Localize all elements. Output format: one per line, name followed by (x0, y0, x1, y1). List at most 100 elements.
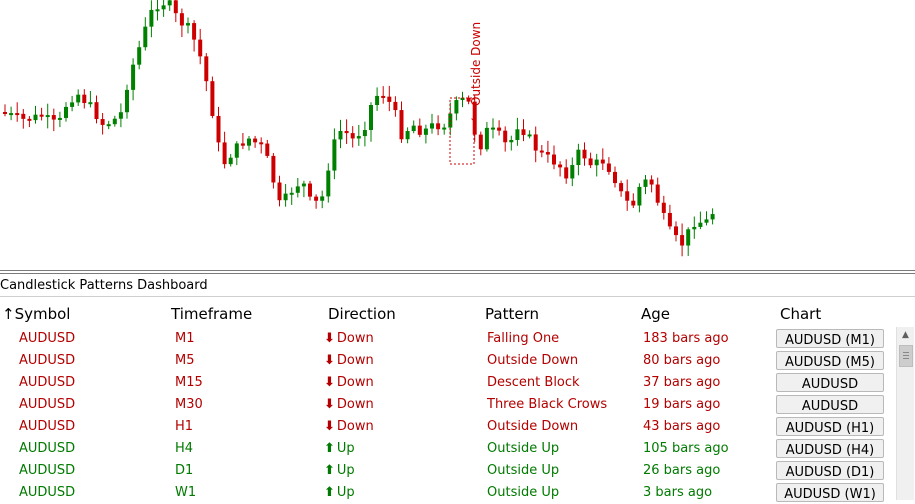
candle-body (137, 47, 142, 65)
candle-body (417, 125, 422, 135)
open-chart-button[interactable]: AUDUSD (W1) (776, 483, 884, 502)
scroll-thumb[interactable] (899, 345, 913, 367)
up-arrow-icon: ⬆ (324, 463, 335, 478)
candle-body (344, 130, 349, 134)
table-row[interactable]: AUDUSD M1 ⬇ Down Falling One 183 bars ago AUDU… (0, 328, 900, 350)
candle-body (125, 89, 129, 113)
column-header-pattern[interactable]: Pattern (485, 305, 539, 323)
timeframe-cell: W1 (175, 485, 197, 500)
candle-body (186, 23, 190, 26)
up-arrow-icon: ⬆ (324, 441, 335, 456)
symbol-cell: AUDUSD (19, 375, 76, 390)
candle-body (625, 191, 630, 201)
candle-body (527, 134, 532, 137)
table-row[interactable]: AUDUSD H1 ⬇ Down Outside Down 43 bars ago AUDU… (0, 416, 900, 438)
pattern-cell: Outside Up (487, 441, 560, 456)
candle-body (423, 128, 428, 135)
symbol-cell: AUDUSD (19, 463, 76, 478)
up-arrow-icon: ⬆ (324, 485, 335, 500)
direction-cell: ⬆ Up (324, 463, 355, 478)
grip-line (903, 355, 909, 356)
column-header-symbol-label: Symbol (14, 305, 71, 323)
column-header-chart[interactable]: Chart (780, 305, 822, 323)
candle-body (411, 125, 416, 132)
direction-cell: ⬇ Down (324, 397, 374, 412)
candle-body (259, 142, 264, 145)
pattern-cell: Descent Block (487, 375, 580, 390)
candle-body (204, 56, 209, 82)
candle-body (253, 138, 258, 143)
candle-body (704, 219, 709, 223)
down-arrow-icon: ⬇ (324, 353, 335, 368)
pattern-cell: Outside Down (487, 419, 579, 434)
open-chart-button[interactable]: AUDUSD (D1) (776, 461, 884, 480)
candle-body (332, 139, 337, 171)
candle-body (387, 96, 392, 102)
candle-body (76, 94, 81, 103)
column-header-direction[interactable]: Direction (328, 305, 396, 323)
pattern-cell: Falling One (487, 331, 560, 346)
open-chart-button[interactable]: AUDUSD (M30) (776, 395, 884, 433)
direction-cell: ⬇ Down (324, 419, 374, 434)
candle-body (564, 167, 569, 179)
column-header-age[interactable]: Age (641, 305, 671, 323)
candle-body (698, 222, 703, 227)
column-header-symbol[interactable]: ↑Symbol (2, 305, 70, 323)
table-row[interactable]: AUDUSD H4 ⬆ Up Outside Up 105 bars ago AUDUSD … (0, 438, 900, 460)
open-chart-button[interactable]: AUDUSD (M5) (776, 351, 884, 370)
age-cell: 26 bars ago (643, 463, 721, 478)
candle-body (466, 97, 471, 102)
direction-cell: ⬇ Down (324, 375, 374, 390)
candle-body (606, 163, 611, 172)
candle-body (39, 114, 44, 117)
candle-body (338, 130, 343, 140)
open-chart-button[interactable]: AUDUSD (M1) (776, 329, 884, 348)
direction-cell: ⬆ Up (324, 441, 355, 456)
candle-body (381, 95, 386, 98)
candle-body (460, 97, 465, 101)
candle-body (558, 164, 563, 168)
table-row[interactable]: AUDUSD M30 ⬇ Down Three Black Crows 19 bars a… (0, 394, 900, 433)
timeframe-cell: H4 (175, 441, 194, 456)
candle-body (143, 26, 148, 48)
candle-body (515, 129, 520, 141)
annotation-arrow-icon: ↓ (469, 111, 478, 124)
direction-cell: ⬆ Up (324, 485, 355, 500)
down-arrow-icon: ⬇ (324, 331, 335, 346)
candle-body (613, 171, 617, 184)
open-chart-button[interactable]: AUDUSD (M15) (776, 373, 884, 411)
candle-body (57, 117, 62, 120)
candle-body (661, 202, 666, 213)
candle-body (643, 179, 648, 187)
candle-body (710, 214, 715, 220)
open-chart-button[interactable]: AUDUSD (H1) (776, 417, 884, 436)
column-header-timeframe[interactable]: Timeframe (171, 305, 253, 323)
candle-body (45, 115, 50, 118)
candle-body (308, 183, 312, 197)
candle-body (27, 118, 32, 121)
table-row[interactable]: AUDUSD W1 ⬆ Up Outside Up 3 bars ago AUDUSD (W… (0, 482, 900, 504)
candle-body (356, 136, 361, 139)
vertical-scrollbar[interactable]: ▲ (896, 327, 914, 500)
scroll-up-icon[interactable]: ▲ (902, 330, 909, 340)
candle-body (277, 182, 282, 201)
candle-body (576, 149, 581, 166)
direction-label: Down (336, 397, 374, 412)
candle-body (588, 158, 593, 166)
candle-body (240, 143, 245, 146)
candle-body (655, 184, 660, 203)
candle-body (362, 130, 367, 137)
grip-line (903, 352, 909, 353)
candle-body (369, 105, 373, 131)
candle-body (173, 0, 178, 14)
candle-body (631, 200, 636, 206)
open-chart-button[interactable]: AUDUSD (H4) (776, 439, 884, 458)
candlestick-chart[interactable]: ↓ Outside Down (0, 0, 915, 270)
table-row[interactable]: AUDUSD D1 ⬆ Up Outside Up 26 bars ago AUDUSD (… (0, 460, 900, 482)
candle-body (228, 157, 233, 165)
symbol-cell: AUDUSD (19, 397, 76, 412)
table-row[interactable]: AUDUSD M5 ⬇ Down Outside Down 80 bars ago AUDU… (0, 350, 900, 372)
candle-body (283, 193, 288, 201)
pattern-cell: Three Black Crows (487, 397, 608, 412)
table-row[interactable]: AUDUSD M15 ⬇ Down Descent Block 37 bars ago AU… (0, 372, 900, 411)
